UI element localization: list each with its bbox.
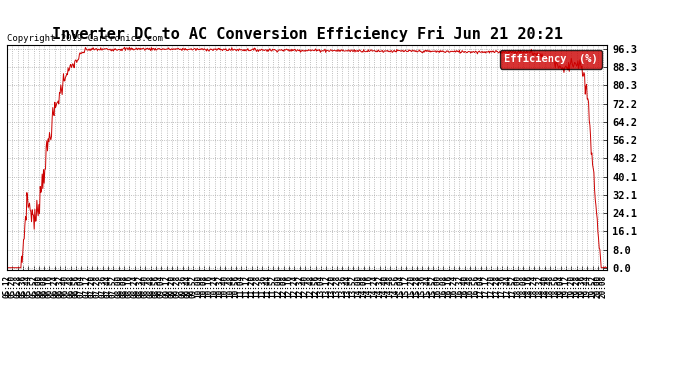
Text: Copyright 2019 Cartronics.com: Copyright 2019 Cartronics.com bbox=[7, 34, 163, 43]
Title: Inverter DC to AC Conversion Efficiency Fri Jun 21 20:21: Inverter DC to AC Conversion Efficiency … bbox=[52, 27, 562, 42]
Legend: Efficiency  (%): Efficiency (%) bbox=[500, 50, 602, 69]
